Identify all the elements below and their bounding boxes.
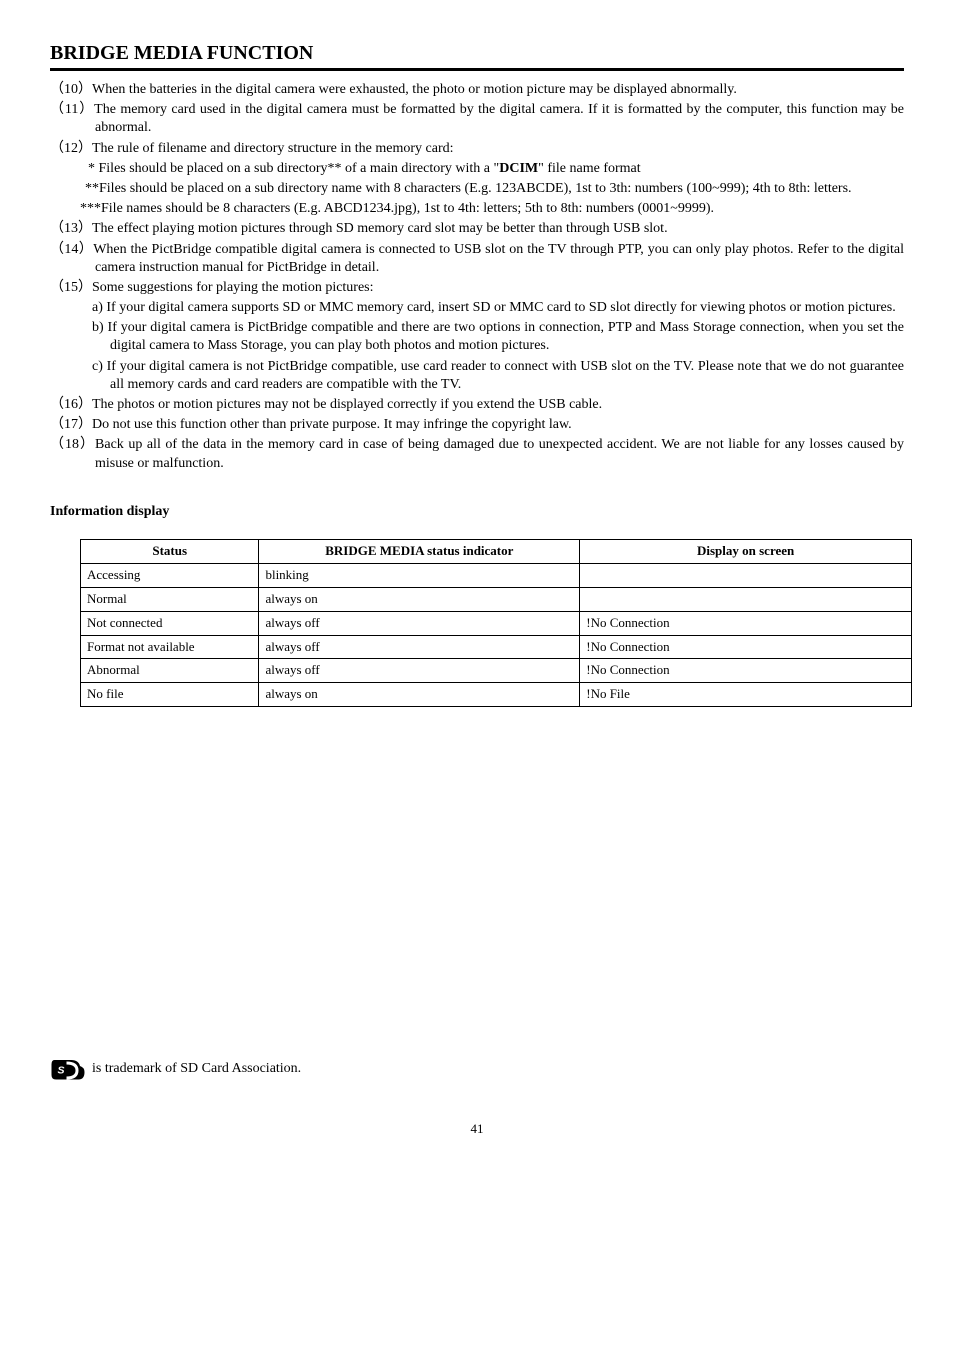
note-10: （10）When the batteries in the digital ca… (50, 81, 904, 99)
note-15: （15）Some suggestions for playing the mot… (50, 279, 904, 297)
note-16: （16）The photos or motion pictures may no… (50, 396, 904, 414)
note-12a-pre: * Files should be placed on a sub direct… (88, 161, 499, 176)
cell: always off (259, 659, 580, 683)
info-display-heading: Information display (50, 503, 904, 521)
th-display: Display on screen (580, 539, 912, 563)
note-17: （17）Do not use this function other than … (50, 416, 904, 434)
cell: !No Connection (580, 611, 912, 635)
cell: Normal (81, 587, 259, 611)
th-status: Status (81, 539, 259, 563)
cell: !No File (580, 683, 912, 707)
note-12-star2: **Files should be placed on a sub direct… (50, 180, 904, 198)
cell (580, 563, 912, 587)
table-row: Normal always on (81, 587, 912, 611)
cell: always on (259, 587, 580, 611)
note-12-star1: * Files should be placed on a sub direct… (50, 160, 904, 178)
page-number: 41 (50, 1121, 904, 1138)
table-row: Abnormal always off !No Connection (81, 659, 912, 683)
table-row: Accessing blinking (81, 563, 912, 587)
cell: Abnormal (81, 659, 259, 683)
cell (580, 587, 912, 611)
cell: blinking (259, 563, 580, 587)
trademark-text: is trademark of SD Card Association. (92, 1060, 301, 1078)
note-12a-post: " file name format (538, 161, 641, 176)
status-table: Status BRIDGE MEDIA status indicator Dis… (80, 539, 912, 707)
table-row: Not connected always off !No Connection (81, 611, 912, 635)
cell: always off (259, 635, 580, 659)
cell: Format not available (81, 635, 259, 659)
horizontal-rule (50, 68, 904, 71)
note-15c: c) If your digital camera is not PictBri… (50, 358, 904, 394)
note-14: （14）When the PictBridge compatible digit… (50, 241, 904, 277)
cell: Not connected (81, 611, 259, 635)
note-18: （18）Back up all of the data in the memor… (50, 436, 904, 472)
th-indicator: BRIDGE MEDIA status indicator (259, 539, 580, 563)
table-row: Format not available always off !No Conn… (81, 635, 912, 659)
note-15a: a) If your digital camera supports SD or… (50, 299, 904, 317)
note-15b: b) If your digital camera is PictBridge … (50, 319, 904, 355)
cell: Accessing (81, 563, 259, 587)
table-header-row: Status BRIDGE MEDIA status indicator Dis… (81, 539, 912, 563)
note-13: （13）The effect playing motion pictures t… (50, 220, 904, 238)
note-11: （11）The memory card used in the digital … (50, 101, 904, 137)
section-title: BRIDGE MEDIA FUNCTION (50, 40, 904, 66)
cell: !No Connection (580, 635, 912, 659)
cell: always off (259, 611, 580, 635)
trademark-row: S is trademark of SD Card Association. (50, 1057, 904, 1081)
svg-text:S: S (58, 1065, 65, 1077)
table-row: No file always on !No File (81, 683, 912, 707)
note-12-star3: ***File names should be 8 characters (E.… (50, 200, 904, 218)
dcim-bold: DCIM (499, 161, 538, 176)
cell: always on (259, 683, 580, 707)
sd-logo-icon: S (50, 1057, 86, 1081)
cell: No file (81, 683, 259, 707)
note-12: （12）The rule of filename and directory s… (50, 140, 904, 158)
cell: !No Connection (580, 659, 912, 683)
